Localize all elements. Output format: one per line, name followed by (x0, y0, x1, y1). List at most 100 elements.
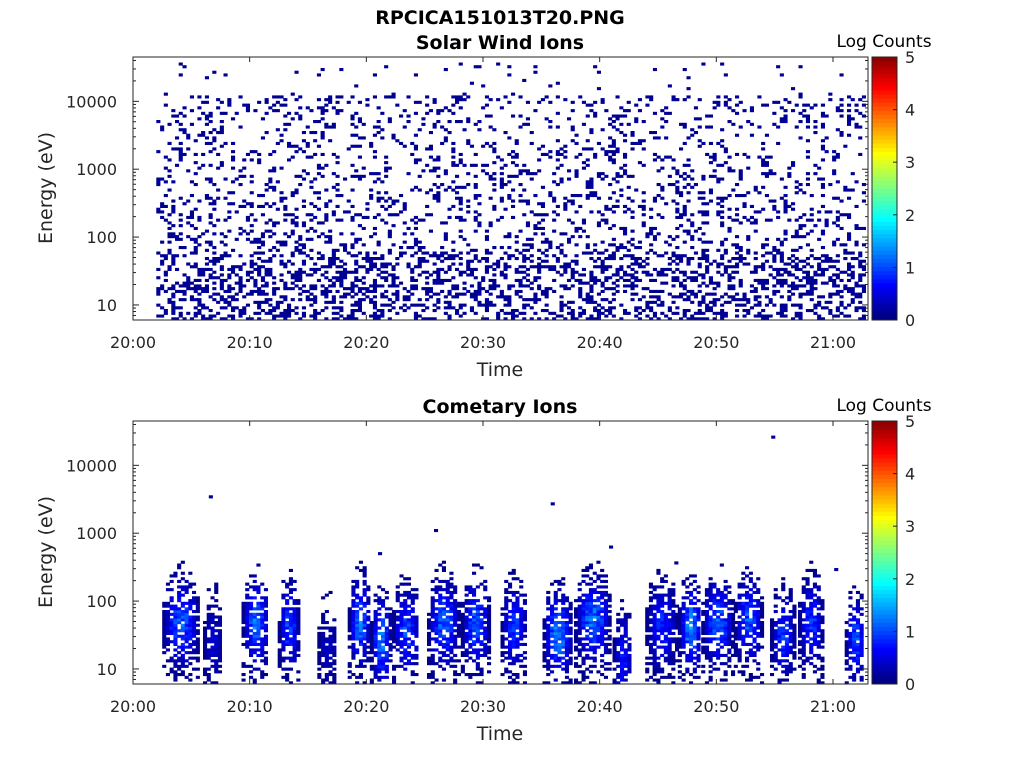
panel1-cell (731, 276, 736, 280)
panel1-colorbar-tick-label: 2 (905, 206, 915, 225)
panel1-cell (682, 311, 687, 315)
panel1-cell (537, 158, 542, 162)
panel1-cell (787, 257, 792, 261)
panel2-cell (369, 664, 374, 668)
panel2-cell (434, 662, 439, 666)
panel1-cell (623, 133, 628, 137)
panel1-cell (376, 191, 381, 195)
panel1-cell (473, 215, 478, 219)
panel1-cell (272, 254, 277, 258)
panel1-cell (798, 246, 803, 250)
panel1-cell (805, 139, 810, 143)
panel2-cell (277, 659, 282, 663)
panel1-cell (596, 210, 601, 214)
panel1-cell (619, 188, 624, 192)
panel2-cell (263, 604, 268, 608)
panel2-cell (260, 642, 265, 646)
panel1-cell (820, 103, 825, 107)
panel1-cell (753, 287, 758, 291)
panel2-cell (441, 651, 446, 655)
panel1-cell (514, 270, 519, 274)
panel1-cell (608, 150, 613, 154)
panel2-cell (162, 640, 167, 644)
panel1-cell (249, 180, 254, 184)
panel2-cell (292, 659, 297, 663)
panel2-cell (351, 601, 356, 605)
panel1-cell (690, 292, 695, 296)
panel1-cell (339, 259, 344, 263)
panel1-cell (761, 314, 766, 318)
panel2-cell (369, 623, 374, 627)
panel1-cell (820, 204, 825, 208)
panel1-cell (260, 276, 265, 280)
panel1-cell (425, 103, 430, 107)
panel1-cell (764, 317, 769, 321)
panel1-cell (455, 267, 460, 271)
panel1-cell (693, 229, 698, 233)
panel1-cell (514, 152, 519, 156)
panel2-cell (180, 629, 185, 633)
panel1-cell (738, 298, 743, 302)
panel1-cell (455, 95, 460, 99)
panel1-cell (623, 284, 628, 288)
panel2-cell (358, 629, 363, 633)
panel1-cell (283, 218, 288, 222)
panel2-cell (403, 621, 408, 625)
panel2-cell (381, 667, 386, 671)
panel1-cell (720, 257, 725, 261)
panel2-cell (453, 588, 458, 592)
panel1-cell (679, 191, 684, 195)
panel1-xtick-label: 20:10 (227, 333, 273, 352)
panel1-cell (813, 281, 818, 285)
panel2-cell (184, 626, 189, 630)
panel2-cell (162, 645, 167, 649)
panel1-cell (219, 125, 224, 129)
panel1-cell (537, 202, 542, 206)
panel2-cell (453, 637, 458, 641)
panel1-cell (589, 180, 594, 184)
panel1-cell (380, 204, 385, 208)
panel1-cell (649, 226, 654, 230)
panel2-cell (177, 659, 182, 663)
panel1-cell (656, 317, 661, 321)
panel2-cell (177, 656, 182, 660)
panel1-cell (264, 202, 269, 206)
panel1-cell (660, 254, 665, 258)
panel1-cell (712, 259, 717, 263)
panel2-cell (317, 653, 322, 657)
panel1-cell (708, 188, 713, 192)
panel1-cell (316, 278, 321, 282)
panel1-cell (436, 196, 441, 200)
panel1-cell (488, 98, 493, 102)
panel1-cell (738, 248, 743, 252)
panel2-cell (292, 612, 297, 616)
panel1-cell (488, 265, 493, 269)
panel1-cell (257, 303, 262, 307)
panel2-cell (165, 640, 170, 644)
panel2-cell (184, 634, 189, 638)
panel1-cell (197, 166, 202, 170)
panel1-cell (193, 248, 198, 252)
panel2-cell (358, 637, 363, 641)
panel1-cell (440, 254, 445, 258)
panel1-cell (339, 284, 344, 288)
panel1-cell (511, 284, 516, 288)
panel1-cell (208, 180, 213, 184)
panel1-cell (402, 232, 407, 236)
panel1-cell (604, 207, 609, 211)
panel1-cell (514, 139, 519, 143)
panel2-cell (328, 648, 333, 652)
panel1-cell (458, 62, 463, 66)
panel1-cell (182, 202, 187, 206)
panel1-cell (503, 273, 508, 277)
panel1-cell (861, 191, 866, 195)
panel2-cell (195, 629, 200, 633)
panel1-cell (611, 150, 616, 154)
panel1-cell (268, 185, 273, 189)
panel1-cell (563, 287, 568, 291)
panel1-cell (413, 215, 418, 219)
panel2-cell (351, 593, 356, 597)
panel1-cell (462, 270, 467, 274)
panel1-cell (272, 103, 277, 107)
panel1-cell (238, 226, 243, 230)
